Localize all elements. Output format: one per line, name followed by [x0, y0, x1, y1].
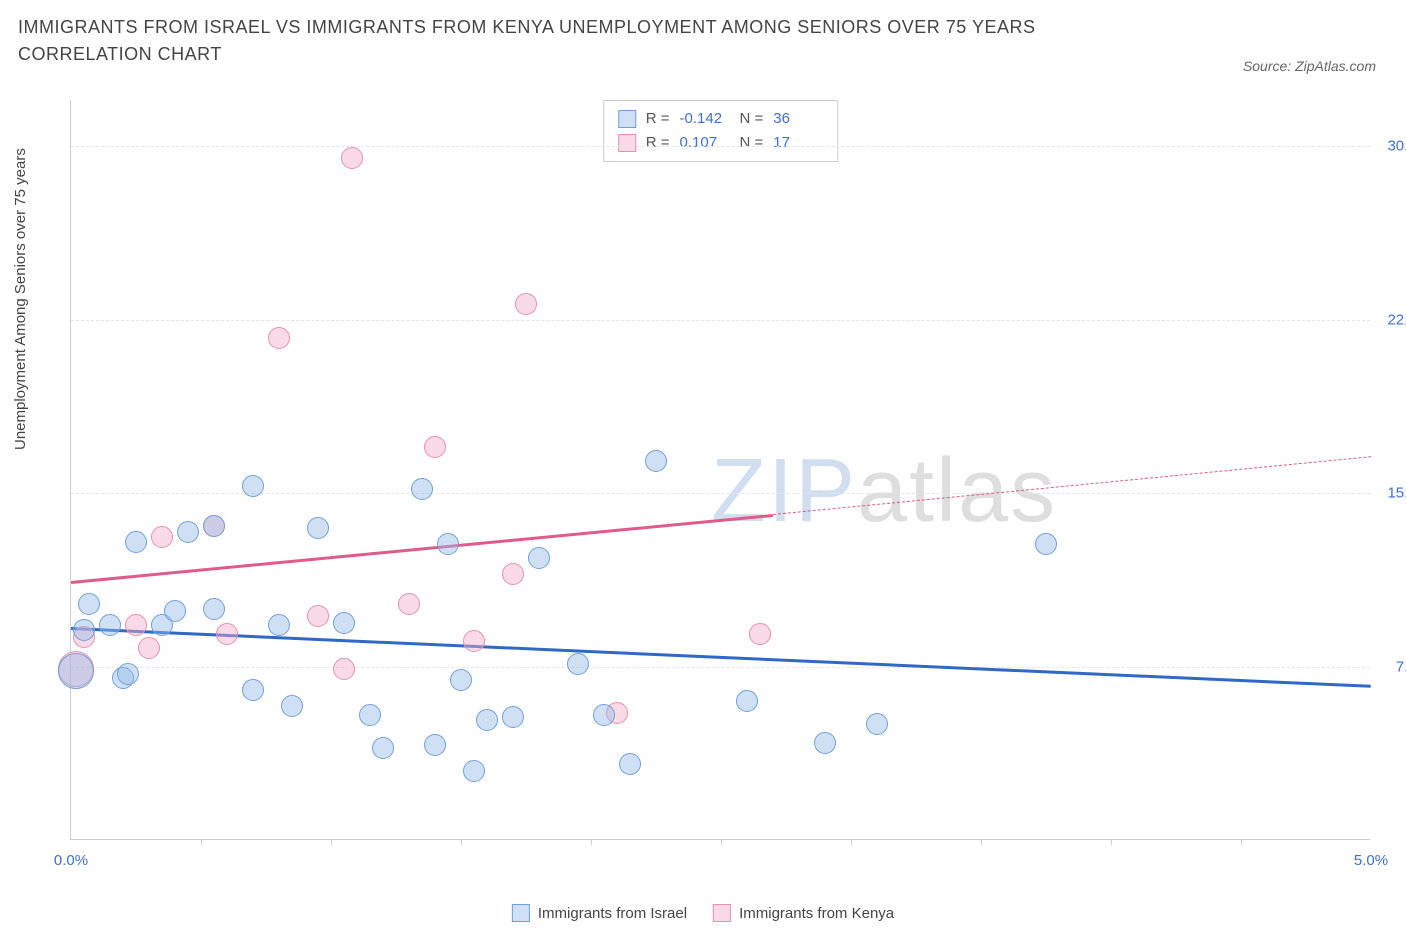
x-tick-mark [1111, 839, 1112, 845]
legend-item-b: Immigrants from Kenya [713, 904, 894, 922]
scatter-point-israel [593, 704, 615, 726]
scatter-point-israel [463, 760, 485, 782]
scatter-point-kenya [398, 593, 420, 615]
scatter-point-israel [203, 515, 225, 537]
watermark-part2: atlas [857, 441, 1057, 541]
legend-series: Immigrants from Israel Immigrants from K… [512, 904, 894, 922]
scatter-point-israel [411, 478, 433, 500]
scatter-point-israel [58, 653, 94, 689]
scatter-point-kenya [341, 147, 363, 169]
r-label: R = [646, 131, 670, 155]
scatter-point-israel [814, 732, 836, 754]
legend-swatch-a [618, 110, 636, 128]
gridline [71, 320, 1370, 321]
scatter-point-israel [437, 533, 459, 555]
gridline [71, 146, 1370, 147]
scatter-point-israel [78, 593, 100, 615]
source-attribution: Source: ZipAtlas.com [1243, 58, 1376, 74]
scatter-point-kenya [151, 526, 173, 548]
scatter-point-israel [476, 709, 498, 731]
scatter-point-israel [307, 517, 329, 539]
x-tick-mark [981, 839, 982, 845]
scatter-point-israel [528, 547, 550, 569]
n-label: N = [740, 107, 764, 131]
scatter-point-israel [619, 753, 641, 775]
y-tick-label: 22.5% [1375, 311, 1406, 328]
scatter-point-israel [450, 669, 472, 691]
scatter-point-israel [73, 619, 95, 641]
legend-swatch-a [512, 904, 530, 922]
scatter-point-kenya [125, 614, 147, 636]
trend-line-dashed [773, 456, 1371, 515]
scatter-point-israel [177, 521, 199, 543]
y-axis-label: Unemployment Among Seniors over 75 years [12, 148, 29, 450]
scatter-point-israel [281, 695, 303, 717]
n-value-b: 17 [773, 131, 823, 155]
r-value-b: 0.107 [680, 131, 730, 155]
scatter-point-israel [645, 450, 667, 472]
scatter-point-kenya [502, 563, 524, 585]
scatter-point-kenya [268, 327, 290, 349]
scatter-point-kenya [307, 605, 329, 627]
scatter-point-israel [567, 653, 589, 675]
gridline [71, 667, 1370, 668]
scatter-point-kenya [424, 436, 446, 458]
scatter-plot: ZIPatlas R = -0.142 N = 36 R = 0.107 N =… [70, 100, 1370, 840]
scatter-point-kenya [216, 623, 238, 645]
scatter-point-israel [866, 713, 888, 735]
gridline [71, 493, 1370, 494]
legend-swatch-b [713, 904, 731, 922]
scatter-point-kenya [515, 293, 537, 315]
scatter-point-israel [117, 663, 139, 685]
x-tick-mark [851, 839, 852, 845]
scatter-point-israel [99, 614, 121, 636]
scatter-point-israel [203, 598, 225, 620]
x-tick-mark [1241, 839, 1242, 845]
scatter-point-kenya [749, 623, 771, 645]
x-tick-mark [461, 839, 462, 845]
scatter-point-israel [424, 734, 446, 756]
trend-line [71, 627, 1371, 687]
x-tick-mark [201, 839, 202, 845]
n-value-a: 36 [773, 107, 823, 131]
scatter-point-israel [372, 737, 394, 759]
scatter-point-israel [333, 612, 355, 634]
scatter-point-israel [359, 704, 381, 726]
trend-line [71, 514, 773, 584]
scatter-point-kenya [463, 630, 485, 652]
legend-swatch-b [618, 134, 636, 152]
watermark-part1: ZIP [711, 441, 857, 541]
scatter-point-kenya [333, 658, 355, 680]
y-tick-label: 15.0% [1375, 485, 1406, 502]
scatter-point-israel [242, 679, 264, 701]
x-tick-mark [721, 839, 722, 845]
scatter-point-israel [164, 600, 186, 622]
chart-title: IMMIGRANTS FROM ISRAEL VS IMMIGRANTS FRO… [18, 14, 1118, 68]
n-label: N = [740, 131, 764, 155]
scatter-point-israel [1035, 533, 1057, 555]
y-tick-label: 30.0% [1375, 138, 1406, 155]
x-tick-label: 0.0% [54, 852, 88, 869]
y-tick-label: 7.5% [1375, 658, 1406, 675]
legend-stats-row-a: R = -0.142 N = 36 [618, 107, 824, 131]
scatter-point-israel [242, 475, 264, 497]
r-label: R = [646, 107, 670, 131]
legend-item-a: Immigrants from Israel [512, 904, 687, 922]
legend-label-a: Immigrants from Israel [538, 905, 687, 922]
legend-stats: R = -0.142 N = 36 R = 0.107 N = 17 [603, 100, 839, 162]
legend-label-b: Immigrants from Kenya [739, 905, 894, 922]
r-value-a: -0.142 [680, 107, 730, 131]
x-tick-mark [331, 839, 332, 845]
scatter-point-israel [502, 706, 524, 728]
scatter-point-israel [268, 614, 290, 636]
x-tick-label: 5.0% [1354, 852, 1388, 869]
scatter-point-israel [125, 531, 147, 553]
legend-stats-row-b: R = 0.107 N = 17 [618, 131, 824, 155]
scatter-point-israel [736, 690, 758, 712]
scatter-point-kenya [138, 637, 160, 659]
x-tick-mark [591, 839, 592, 845]
